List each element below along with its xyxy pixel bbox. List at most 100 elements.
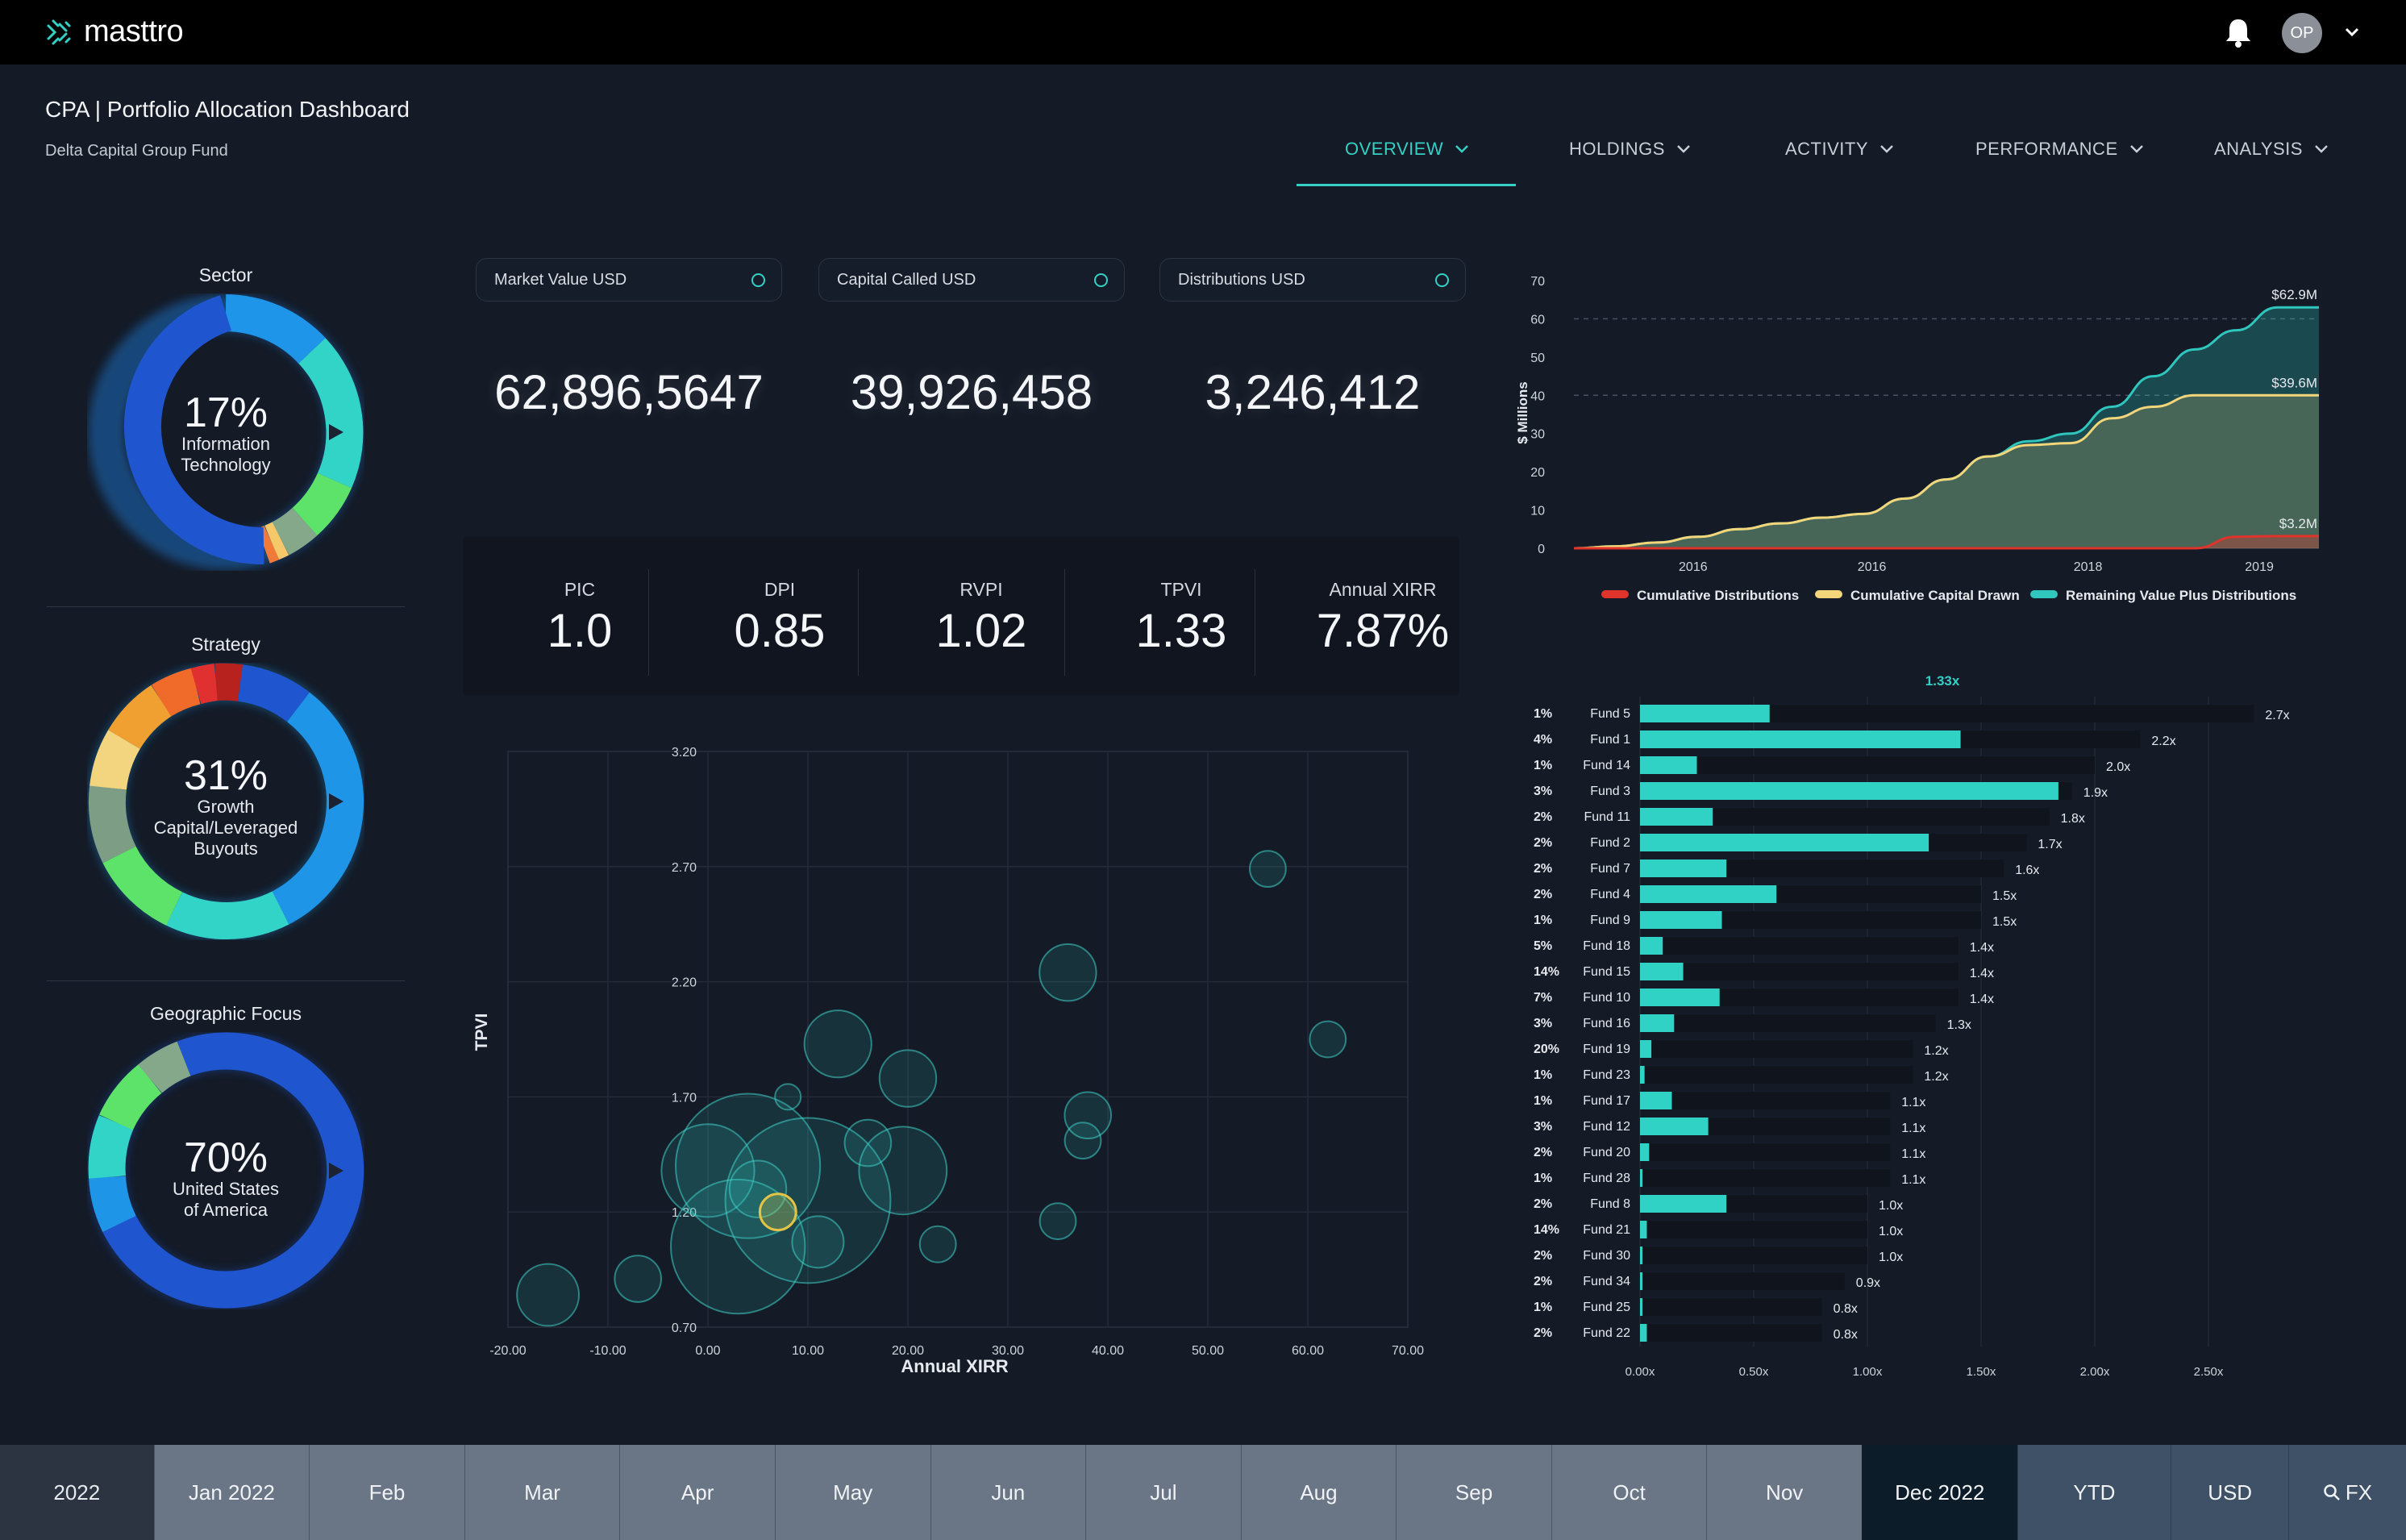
series-line[interactable] [1574,535,2319,550]
timeline-item-2022[interactable]: 2022 [0,1445,154,1540]
donut-segment[interactable] [225,294,326,364]
value-bar[interactable] [1640,1247,1642,1264]
donut-segment[interactable] [237,664,310,722]
total-bar[interactable] [1640,756,2095,774]
scatter-point[interactable] [1039,1202,1077,1241]
timeline-item-feb[interactable]: Feb [309,1445,464,1540]
user-avatar[interactable]: OP [2282,13,2322,53]
fund-row[interactable]: 1% Fund 14 2.0x [1534,756,2130,774]
fund-row[interactable]: 2% Fund 20 1.1x [1534,1143,1925,1161]
strategy-donut-chart[interactable] [87,663,364,940]
value-bar[interactable] [1640,730,1961,748]
total-bar[interactable] [1640,859,2004,877]
fund-row[interactable]: 1% Fund 23 1.2x [1534,1066,1949,1084]
scatter-point[interactable] [758,1192,797,1232]
total-bar[interactable] [1640,808,2050,826]
scatter-point[interactable] [774,1083,802,1111]
scatter-point[interactable] [728,1159,788,1218]
cumulative-area-chart[interactable]: $62.9M $39.6M $3.2M 0 10 20 30 40 50 60 70 2016 201… [1513,266,2335,613]
timeline-item-apr[interactable]: Apr [619,1445,775,1540]
fund-row[interactable]: 2% Fund 2 1.7x [1534,834,2063,851]
scatter-point[interactable] [858,1126,948,1216]
total-bar[interactable] [1640,937,1959,955]
scatter-point[interactable] [918,1225,957,1263]
tab-holdings[interactable]: HOLDINGS [1569,139,1691,160]
chevron-down-icon[interactable] [2343,23,2361,40]
total-bar[interactable] [1640,1247,1867,1264]
fund-row[interactable]: 3% Fund 12 1.1x [1534,1118,1925,1135]
scatter-point[interactable] [1249,850,1287,889]
donut-segment[interactable] [88,1115,134,1179]
timeline-item-usd[interactable]: USD [2171,1445,2289,1540]
donut-segment[interactable] [102,846,183,926]
legend-label[interactable]: Remaining Value Plus Distributions [2066,588,2296,603]
scatter-point[interactable] [1064,1122,1102,1160]
total-bar[interactable] [1640,1221,1867,1238]
timeline-item-ytd[interactable]: YTD [2017,1445,2171,1540]
value-bar[interactable] [1640,1169,1642,1187]
fund-row[interactable]: 14% Fund 15 1.4x [1534,963,1994,980]
value-bar[interactable] [1640,834,1929,851]
fund-row[interactable]: 2% Fund 22 0.8x [1534,1324,1858,1342]
donut-segment[interactable] [138,1041,192,1094]
donut-segment[interactable] [88,785,136,864]
xirr-tpvi-scatter-chart[interactable]: -20.00 -10.00 0.00 10.00 20.00 30.00 40.00 50.0… [463,726,1430,1387]
fund-row[interactable]: 1% Fund 28 1.1x [1534,1169,1925,1187]
scatter-point[interactable] [803,1009,872,1079]
total-bar[interactable] [1640,1169,1891,1187]
value-bar[interactable] [1640,963,1684,980]
timeline-item-jun[interactable]: Jun [930,1445,1086,1540]
donut-segment[interactable] [190,664,219,705]
market-value-selector[interactable]: Market Value USD [476,258,782,302]
timeline-item-jul[interactable]: Jul [1085,1445,1241,1540]
fund-row[interactable]: 1% Fund 9 1.5x [1534,911,2017,929]
value-bar[interactable] [1640,859,1727,877]
total-bar[interactable] [1640,989,1959,1006]
fund-row[interactable]: 3% Fund 16 1.3x [1534,1014,1971,1032]
fund-row[interactable]: 7% Fund 10 1.4x [1534,989,1994,1006]
total-bar[interactable] [1640,1298,1822,1316]
value-bar[interactable] [1640,989,1720,1006]
donut-segment[interactable] [108,685,173,750]
value-bar[interactable] [1640,782,2058,800]
fund-row[interactable]: 2% Fund 8 1.0x [1534,1195,1903,1213]
value-bar[interactable] [1640,1298,1642,1316]
total-bar[interactable] [1640,1066,1913,1084]
donut-segment[interactable] [264,522,289,560]
value-bar[interactable] [1640,911,1722,929]
donut-segment[interactable] [89,730,141,791]
total-bar[interactable] [1640,1324,1822,1342]
fund-row[interactable]: 2% Fund 11 1.8x [1534,808,2085,826]
value-bar[interactable] [1640,1066,1645,1084]
fund-row[interactable]: 20% Fund 19 1.2x [1534,1040,1949,1058]
value-bar[interactable] [1640,1118,1709,1135]
value-bar[interactable] [1640,885,1777,903]
scatter-point[interactable] [1309,1020,1347,1059]
donut-segment[interactable] [292,472,352,536]
total-bar[interactable] [1640,705,2254,722]
value-bar[interactable] [1640,1272,1642,1290]
tab-activity[interactable]: ACTIVITY [1785,139,1894,160]
fund-multiple-bar-chart[interactable]: 1% Fund 5 2.7x 4% Fund 1 2.2x 1% Fund 14 2.0x 3% F… [1524,661,2338,1379]
value-bar[interactable] [1640,756,1697,774]
scatter-point[interactable] [660,1123,756,1218]
timeline-item-sep[interactable]: Sep [1396,1445,1551,1540]
value-bar[interactable] [1640,1324,1647,1342]
tab-analysis[interactable]: ANALYSIS [2214,139,2329,160]
capital-called-selector[interactable]: Capital Called USD [818,258,1125,302]
total-bar[interactable] [1640,1272,1845,1290]
timeline-item-may[interactable]: May [774,1445,930,1540]
value-bar[interactable] [1640,705,1770,722]
notification-bell-icon[interactable] [2224,16,2253,48]
tab-overview[interactable]: OVERVIEW [1345,139,1469,160]
donut-segment[interactable] [298,338,364,489]
scatter-point[interactable] [670,1178,806,1315]
value-bar[interactable] [1640,1195,1727,1213]
donut-segment[interactable] [271,507,318,556]
donut-segment[interactable] [257,525,280,564]
value-bar[interactable] [1640,1221,1647,1238]
value-bar[interactable] [1640,1040,1652,1058]
geographic-donut-chart[interactable] [87,1032,364,1309]
scatter-point[interactable] [791,1215,845,1269]
timeline-item-oct[interactable]: Oct [1551,1445,1707,1540]
